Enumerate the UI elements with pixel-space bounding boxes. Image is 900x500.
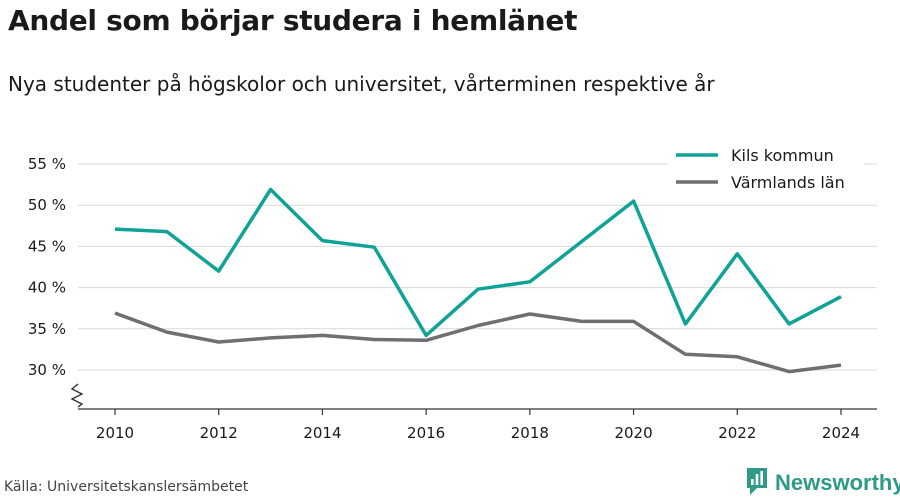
brand-name: Newsworthy [775, 470, 900, 495]
x-tick-label: 2016 [407, 424, 445, 442]
x-tick-label: 2024 [822, 424, 860, 442]
y-tick-label: 40 % [28, 279, 66, 297]
series-line [114, 187, 842, 338]
x-tick-label: 2014 [303, 424, 341, 442]
legend-label: Värmlands län [731, 173, 845, 192]
source-note: Källa: Universitetskanslersämbetet [4, 479, 249, 495]
x-tick-label: 2010 [96, 424, 134, 442]
x-tick-label: 2018 [511, 424, 549, 442]
chart-subtitle: Nya studenter på högskolor och universit… [8, 72, 715, 96]
axes: 30 % 35 % 40 % 45 % 50 % 55 % 2010 2012 2014 2016… [28, 155, 877, 442]
x-tick-label: 2012 [200, 424, 238, 442]
x-tick-label: 2022 [718, 424, 756, 442]
y-tick-label: 45 % [28, 237, 66, 255]
y-tick-label: 50 % [28, 196, 66, 214]
series-lines [114, 187, 842, 374]
series-line [114, 311, 842, 374]
newsworthy-logo-icon [745, 466, 769, 500]
legend: Kils kommun Värmlands län [668, 142, 864, 198]
y-tick-label: 35 % [28, 320, 66, 338]
brand-logo[interactable]: Newsworthy [745, 468, 900, 498]
x-tick-label: 2020 [614, 424, 652, 442]
line-chart: 30 % 35 % 40 % 45 % 50 % 55 % 2010 2012 2014 2016… [27, 142, 877, 442]
legend-label: Kils kommun [731, 146, 834, 165]
y-tick-label: 55 % [28, 155, 66, 173]
legend-background [668, 142, 864, 198]
axis-break-icon [70, 383, 84, 408]
chart-title: Andel som börjar studera i hemlänet [8, 4, 578, 37]
y-tick-label: 30 % [28, 361, 66, 379]
